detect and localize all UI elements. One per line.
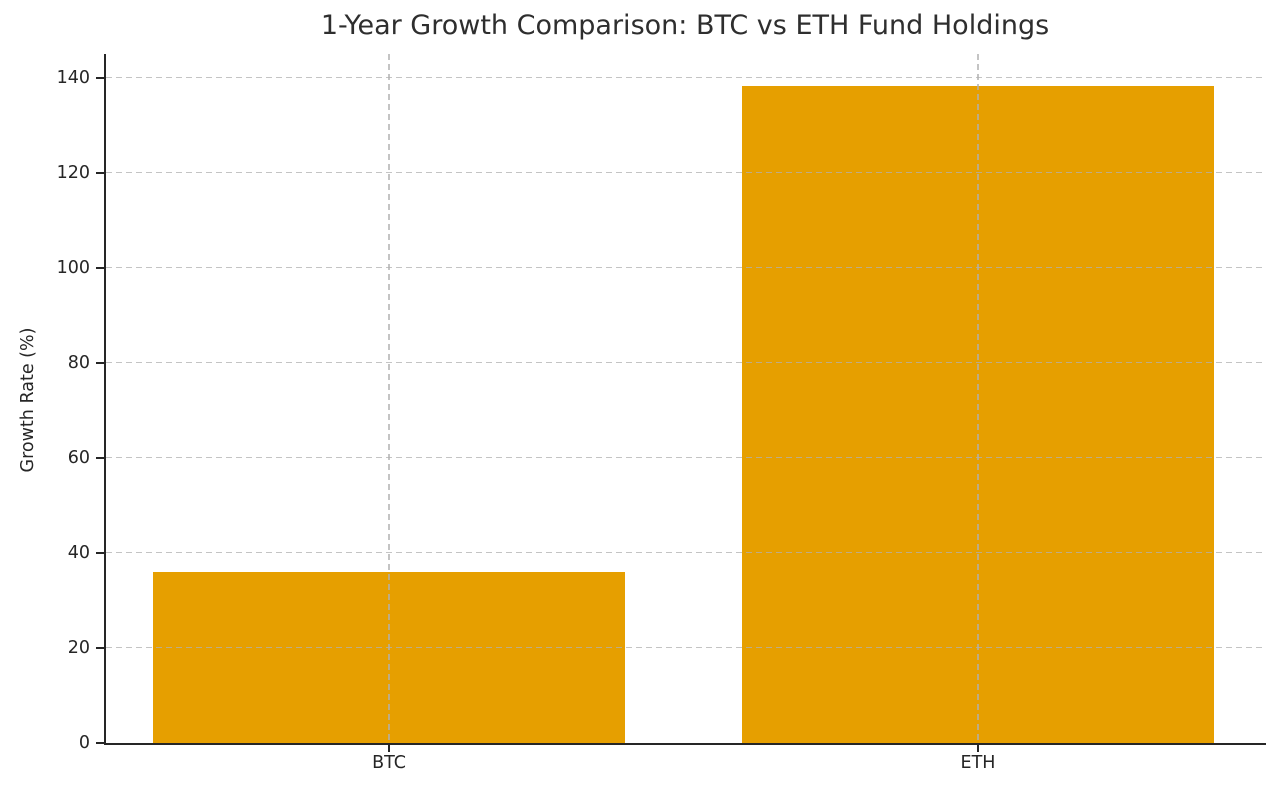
horizontal-gridline xyxy=(106,76,1266,79)
y-axis-label: Growth Rate (%) xyxy=(18,327,38,473)
y-tick-label: 60 xyxy=(67,447,90,468)
y-tick-mark xyxy=(96,361,104,364)
x-tick-label: ETH xyxy=(960,753,996,773)
x-tick-label: BTC xyxy=(372,753,406,773)
y-tick-label: 100 xyxy=(56,257,90,278)
y-tick-label: 20 xyxy=(67,637,90,658)
y-tick-mark xyxy=(96,171,104,174)
y-tick-mark xyxy=(96,646,104,649)
y-tick-label: 80 xyxy=(67,352,90,373)
y-tick-label: 140 xyxy=(56,67,90,88)
chart-title: 1-Year Growth Comparison: BTC vs ETH Fun… xyxy=(320,10,1050,41)
plot-area xyxy=(104,54,1266,745)
y-tick-mark xyxy=(96,266,104,269)
y-tick-mark xyxy=(96,76,104,79)
y-tick-label: 0 xyxy=(78,732,90,753)
bar-btc xyxy=(153,571,626,743)
y-tick-mark xyxy=(96,741,104,744)
bar-eth xyxy=(741,85,1214,743)
x-tick-mark xyxy=(976,745,979,752)
y-tick-label: 40 xyxy=(67,542,90,563)
x-tick-mark xyxy=(388,745,391,752)
y-tick-mark xyxy=(96,456,104,459)
y-tick-label: 120 xyxy=(56,162,90,183)
y-tick-mark xyxy=(96,551,104,554)
